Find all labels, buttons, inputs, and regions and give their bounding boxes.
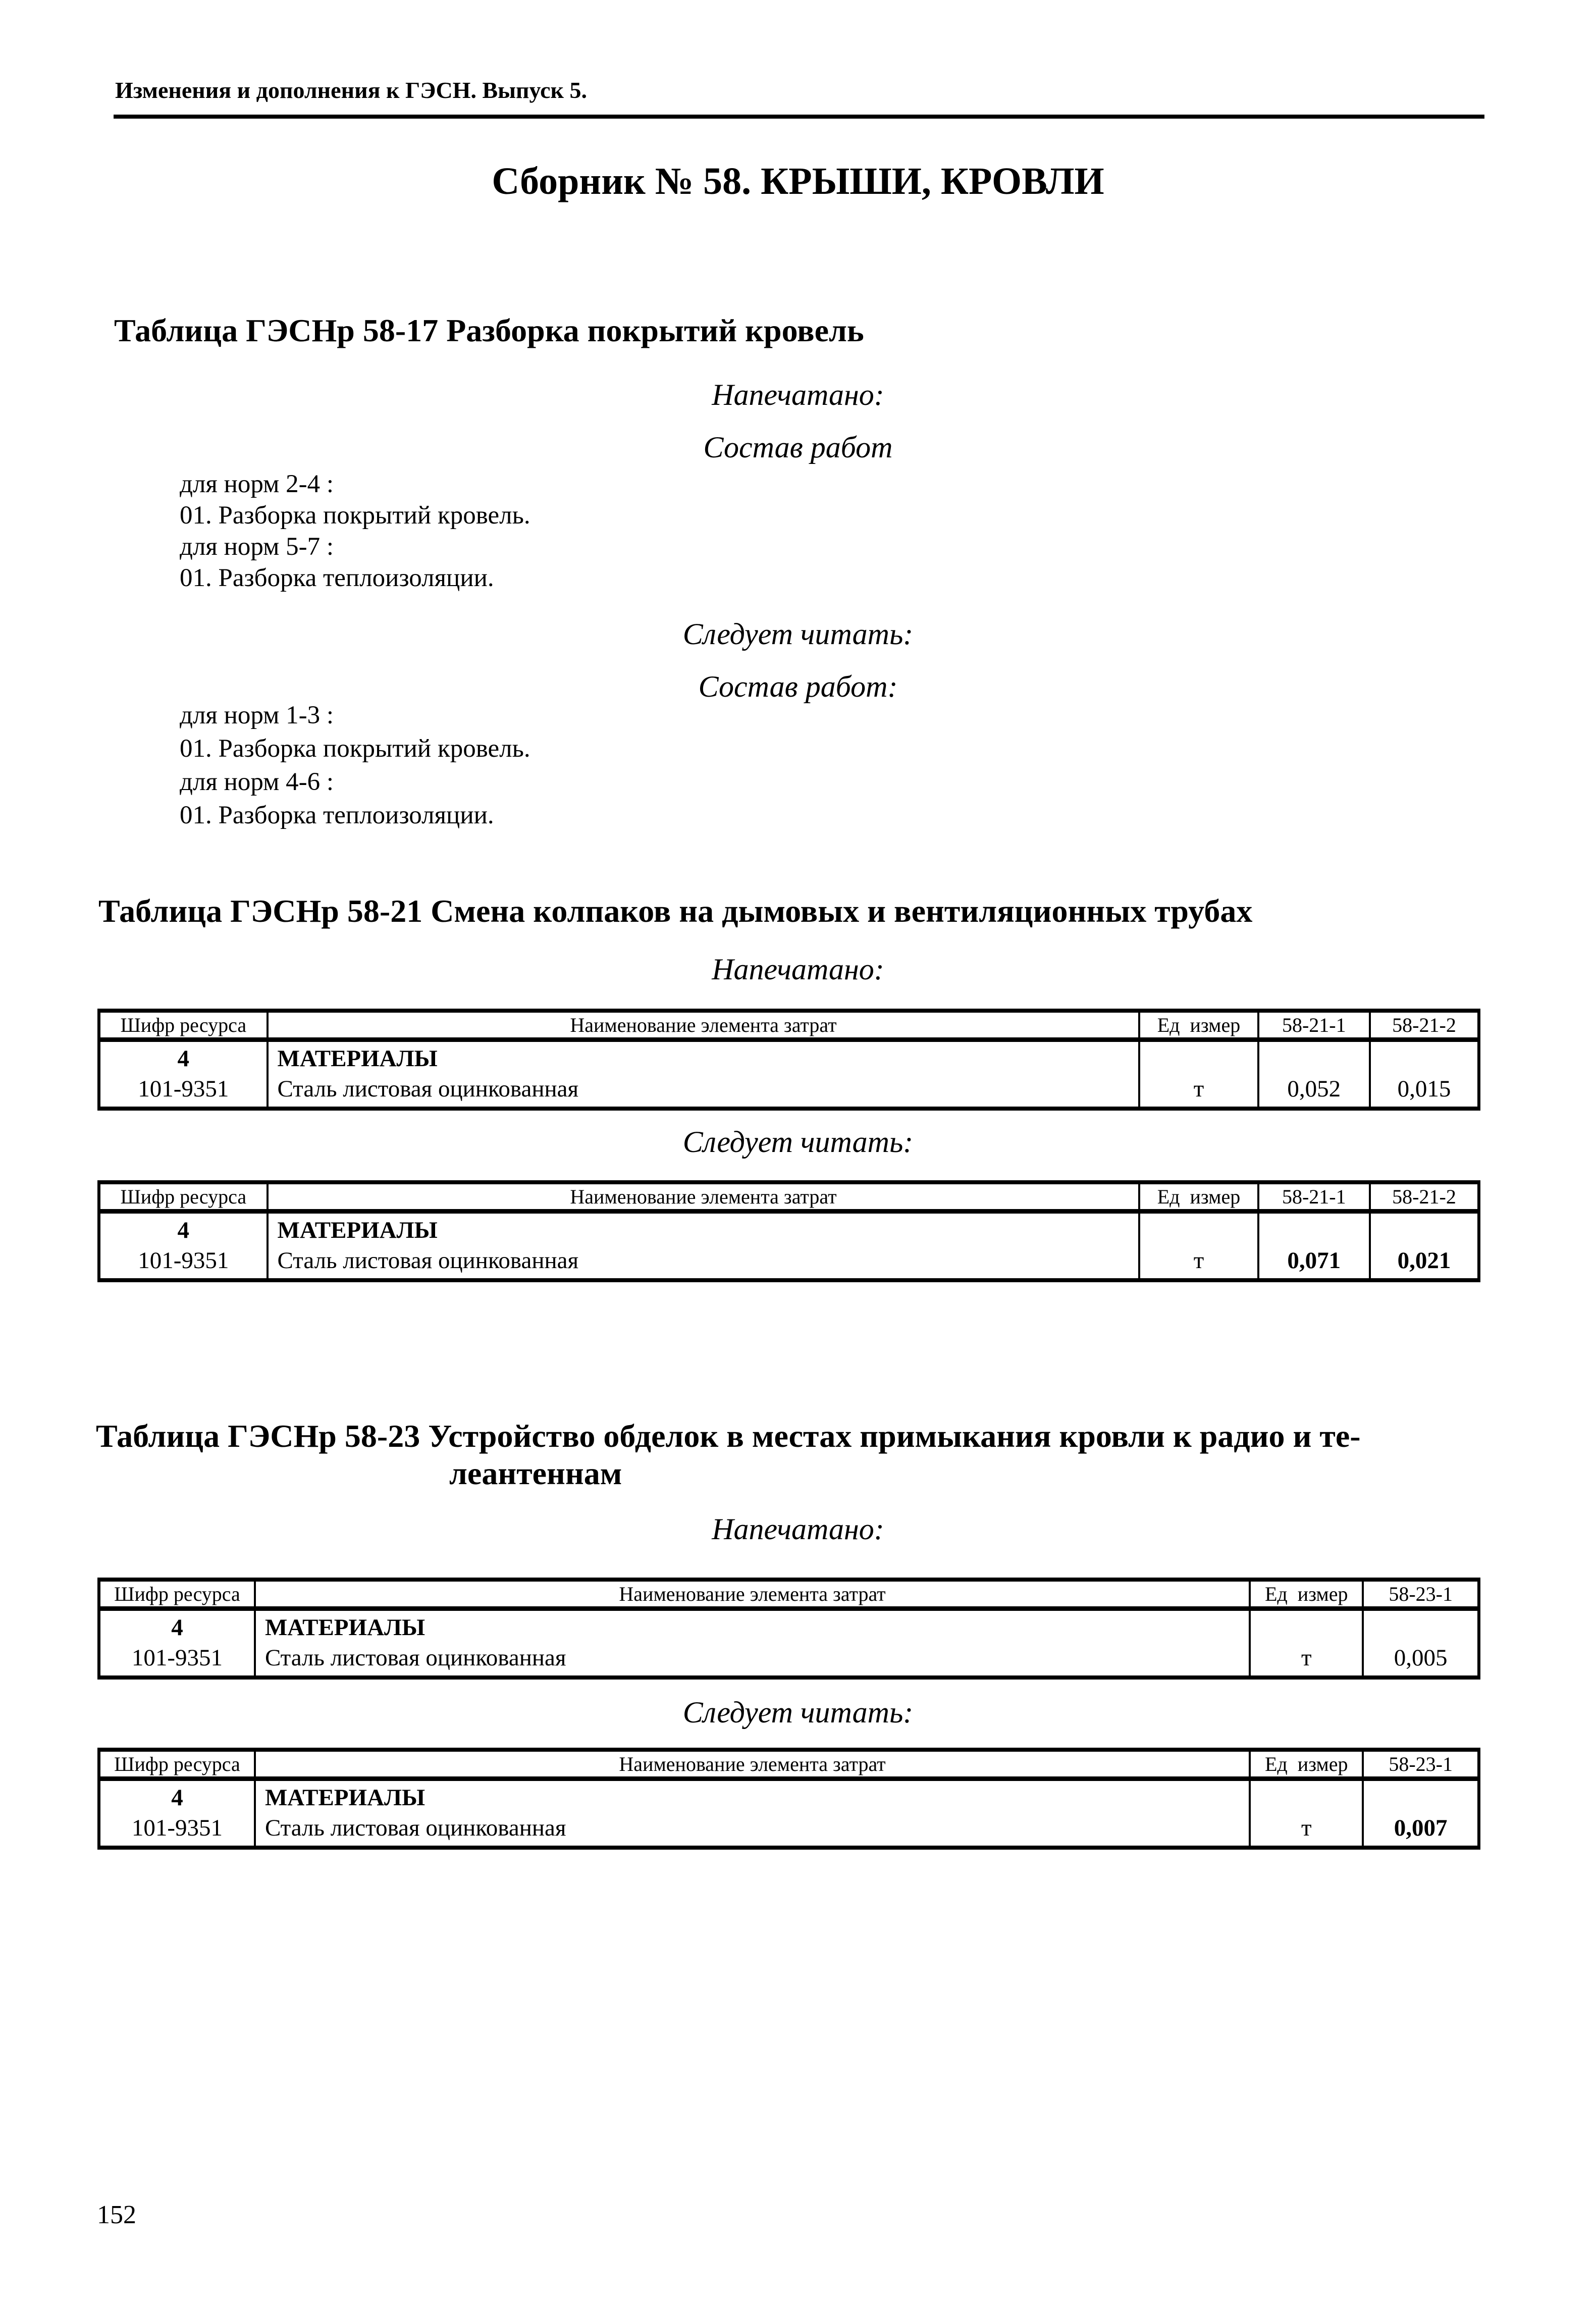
table-cell: т [1139,1246,1259,1280]
table-58-21-corrected: Шифр ресурса Наименование элемента затрат… [97,1180,1480,1282]
table-cell: 4 [99,1778,256,1814]
table-cell: МАТЕРИАЛЫ [254,1778,1251,1814]
text-line: 01. Разборка покрытий кровель. [180,735,530,763]
table-cell: Сталь листовая оцинкованная [267,1246,1141,1280]
table-row: 101-9351 Сталь листовая оцинкованная т 0,05… [99,1075,1479,1109]
should-read-label: Следует читать: [682,1125,914,1159]
table-header-cell: Ед измер [1250,1580,1364,1611]
table-row: 4 МАТЕРИАЛЫ [99,1778,1479,1814]
table-row: 101-9351 Сталь листовая оцинкованная т 0,00… [99,1644,1479,1678]
table-cell: МАТЕРИАЛЫ [267,1039,1141,1075]
table-header-cell: Шифр ресурса [99,1750,256,1781]
table-header-cell: Наименование элемента затрат [254,1750,1251,1781]
table-58-21-printed: Шифр ресурса Наименование элемента затрат… [97,1009,1480,1111]
text-line: для норм 1-3 : [180,701,334,729]
section-heading-58-17: Таблица ГЭСНр 58-17 Разборка покрытий кр… [114,312,864,348]
table-cell: т [1250,1814,1364,1848]
text-line: для норм 2-4 : [180,470,334,498]
text-line: 01. Разборка покрытий кровель. [180,501,530,530]
table-header-cell: 58-23-1 [1363,1750,1479,1781]
table-cell [1258,1211,1371,1246]
table-cell: 0,021 [1397,1247,1451,1274]
table-cell [1370,1212,1479,1247]
printed-label: Напечатано: [712,1512,884,1546]
table-header-cell: Наименование элемента затрат [267,1182,1141,1214]
table-cell [1370,1040,1479,1075]
table-cell: т [1250,1644,1364,1678]
table-cell: 4 [99,1608,256,1644]
table-row: 4 МАТЕРИАЛЫ [99,1211,1479,1247]
document-title: Сборник № 58. КРЫШИ, КРОВЛИ [492,160,1104,202]
table-58-23-printed: Шифр ресурса Наименование элемента затрат… [97,1578,1480,1680]
should-read-label: Следует читать: [682,1696,914,1729]
data-table: Шифр ресурса Наименование элемента затрат… [97,1180,1480,1282]
table-header-cell: 58-21-2 [1370,1182,1479,1214]
table-header-cell: Шифр ресурса [99,1011,269,1042]
running-header: Изменения и дополнения к ГЭСН. Выпуск 5. [115,77,588,103]
section-heading-58-23-line1: Таблица ГЭСНр 58-23 Устройство обделок в… [96,1418,1361,1454]
text-line: для норм 5-7 : [180,533,334,561]
table-cell: 0,007 [1394,1815,1448,1841]
work-composition-label: Состав работ [703,431,893,464]
table-cell: Сталь листовая оцинкованная [254,1814,1251,1848]
table-cell [1250,1778,1364,1814]
text-line: 01. Разборка теплоизоляции. [180,564,494,592]
section-heading-58-23: Таблица ГЭСНр 58-23 Устройство обделок в… [96,1418,1361,1492]
table-cell: Сталь листовая оцинкованная [254,1644,1251,1678]
table-cell: т [1139,1075,1259,1109]
table-cell [1363,1609,1479,1644]
table-cell: 101-9351 [99,1246,269,1280]
text-line: 01. Разборка теплоизоляции. [180,801,494,829]
table-header-cell: 58-23-1 [1363,1580,1479,1611]
data-table: Шифр ресурса Наименование элемента затрат… [97,1578,1480,1680]
section-heading-58-21: Таблица ГЭСНр 58-21 Смена колпаков на ды… [98,893,1253,929]
table-cell: 0,005 [1394,1645,1448,1671]
table-header-cell: Ед измер [1139,1011,1259,1042]
table-header-cell: Ед измер [1139,1182,1259,1214]
table-header-cell: Ед измер [1250,1750,1364,1781]
table-cell: 101-9351 [99,1075,269,1109]
data-table: Шифр ресурса Наименование элемента затрат… [97,1748,1480,1850]
should-read-label: Следует читать: [682,617,914,651]
table-cell: 0,015 [1397,1076,1451,1102]
table-header-cell: Шифр ресурса [99,1580,256,1611]
table-cell [1139,1211,1259,1246]
table-cell: 0,071 [1258,1246,1371,1280]
table-row: 4 МАТЕРИАЛЫ [99,1039,1479,1075]
section-heading-58-23-line2: леантеннам [449,1455,622,1491]
table-58-23-corrected: Шифр ресурса Наименование элемента затрат… [97,1748,1480,1850]
table-header-cell: 58-21-1 [1258,1011,1371,1042]
table-cell [1250,1608,1364,1644]
table-cell [1258,1039,1371,1075]
header-rule [114,115,1484,119]
table-cell [1363,1779,1479,1814]
table-cell: МАТЕРИАЛЫ [267,1211,1141,1246]
table-cell: 101-9351 [99,1644,256,1678]
page-number: 152 [97,2200,136,2229]
printed-label: Напечатано: [712,378,884,411]
table-row: 101-9351 Сталь листовая оцинкованная т 0,07… [99,1246,1479,1280]
table-header-cell: Шифр ресурса [99,1182,269,1214]
printed-label: Напечатано: [712,953,884,986]
work-composition-label: Состав работ: [698,670,898,703]
table-row: 101-9351 Сталь листовая оцинкованная т 0,00… [99,1814,1479,1848]
table-header-cell: Наименование элемента затрат [254,1580,1251,1611]
corrected-lines-58-17: для норм 1-3 : 01. Разборка покрытий кров… [180,699,530,832]
table-cell: 4 [99,1211,269,1246]
table-header-cell: Наименование элемента затрат [267,1011,1141,1042]
table-row: 4 МАТЕРИАЛЫ [99,1608,1479,1644]
data-table: Шифр ресурса Наименование элемента затрат… [97,1009,1480,1111]
table-cell: МАТЕРИАЛЫ [254,1608,1251,1644]
table-cell: 4 [99,1039,269,1075]
table-cell [1139,1039,1259,1075]
table-cell: 101-9351 [99,1814,256,1848]
table-cell: 0,052 [1258,1075,1371,1109]
table-header-cell: 58-21-2 [1370,1011,1479,1042]
printed-lines-58-17: для норм 2-4 : 01. Разборка покрытий кров… [180,468,530,594]
table-header-cell: 58-21-1 [1258,1182,1371,1214]
text-line: для норм 4-6 : [180,768,334,796]
table-cell: Сталь листовая оцинкованная [267,1075,1141,1109]
